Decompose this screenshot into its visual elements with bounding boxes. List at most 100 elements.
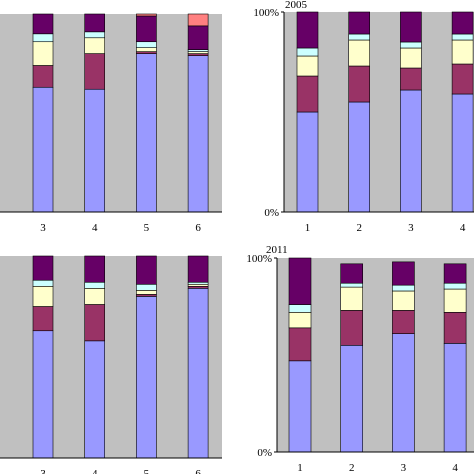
bar-segment: [136, 15, 157, 43]
bar-segment: [451, 11, 474, 35]
bar-segment: [136, 47, 157, 52]
bar-segment: [400, 47, 422, 69]
x-tick-label: 5: [144, 222, 150, 234]
x-tick-label: 5: [144, 468, 150, 474]
bar-segment: [443, 343, 467, 453]
bar-segment: [187, 288, 209, 459]
bar-segment: [340, 282, 364, 288]
y-tick-label: 0%: [264, 207, 279, 219]
bar-segment: [392, 284, 415, 292]
x-tick-label: 4: [452, 462, 458, 474]
x-tick-label: 4: [460, 222, 466, 234]
chart-panel-bottom-right: 0% 100% 1 2 3 4 2011: [246, 244, 474, 474]
bar-segment: [288, 360, 312, 453]
y-tick-label: 100%: [246, 253, 272, 265]
bar-segment: [32, 86, 54, 213]
bar-segment: [136, 283, 157, 291]
bar-segment: [340, 344, 364, 453]
bar-segment: [400, 89, 422, 213]
x-tick-label: 3: [401, 462, 407, 474]
bar-segment: [348, 101, 371, 213]
bar-segment: [136, 296, 157, 459]
bar-segment: [187, 13, 209, 27]
x-tick-label: 3: [40, 222, 46, 234]
bar-segment: [348, 11, 371, 35]
bar-segment: [84, 37, 105, 54]
x-tick-label: 2: [356, 222, 362, 234]
bar-segment: [392, 290, 415, 311]
bar-segment: [187, 255, 209, 283]
bar-segment: [187, 55, 209, 213]
bar-segment: [187, 25, 209, 50]
bar-segment: [84, 288, 105, 305]
bar-segment: [32, 65, 54, 88]
x-tick-label: 6: [195, 468, 201, 474]
x-tick-label: 3: [408, 222, 414, 234]
x-tick-label: 4: [92, 468, 98, 474]
bar-segment: [400, 11, 422, 43]
bar-segment: [340, 263, 364, 284]
bar-segment: [392, 333, 415, 453]
bar-segment: [32, 330, 54, 459]
chart-panel-bottom-left: 3 4 5 6: [0, 255, 222, 474]
bar-segment: [136, 53, 157, 213]
bar-segment: [348, 65, 371, 103]
bar-segment: [400, 41, 422, 49]
bar-segment: [187, 285, 209, 289]
x-tick-label: 6: [195, 222, 201, 234]
bar-segment: [288, 257, 312, 305]
bar-segment: [136, 41, 157, 48]
bar-segment: [136, 13, 157, 17]
bar-segment: [443, 312, 467, 344]
chart-panel-top-right: 0% 100% 1 2 3 4 2005: [253, 0, 474, 234]
bar-segment: [296, 111, 319, 213]
x-tick-label: 3: [40, 468, 46, 474]
bar-segment: [392, 310, 415, 334]
bar-segment: [32, 13, 54, 35]
bar-segment: [84, 88, 105, 213]
bar-segment: [348, 33, 371, 41]
x-tick-label: 2: [349, 462, 355, 474]
bar-segment: [84, 31, 105, 39]
bar-segment: [32, 285, 54, 307]
bar-segment: [443, 288, 467, 313]
bar-segment: [451, 93, 474, 213]
chart-panel-top-left: 3 4 5 6: [0, 13, 222, 234]
bar-segment: [400, 67, 422, 91]
bar-segment: [187, 281, 209, 285]
bar-segment: [348, 39, 371, 67]
bar-segment: [451, 63, 474, 95]
bar-segment: [32, 306, 54, 332]
bar-segment: [187, 283, 209, 287]
bar-segment: [340, 310, 364, 346]
bar-segment: [84, 340, 105, 459]
bar-segment: [84, 255, 105, 283]
x-tick-label: 1: [305, 222, 311, 234]
bar-segment: [443, 263, 467, 284]
bar-segment: [392, 261, 415, 286]
bar-segment: [443, 282, 467, 290]
x-tick-label: 1: [297, 462, 303, 474]
bar-segment: [32, 33, 54, 43]
bar-segment: [451, 39, 474, 65]
bar-segment: [296, 75, 319, 113]
x-tick-label: 4: [92, 222, 98, 234]
bar-segment: [84, 13, 105, 33]
panel-title: 2005: [285, 0, 308, 11]
bar-segment: [340, 286, 364, 311]
bar-segment: [32, 41, 54, 66]
bar-segment: [84, 53, 105, 90]
bar-segment: [296, 47, 319, 57]
bar-segment: [288, 312, 312, 329]
y-tick-label: 100%: [253, 7, 279, 19]
y-tick-label: 0%: [257, 447, 272, 459]
bar-segment: [288, 304, 312, 313]
bar-segment: [136, 255, 157, 285]
bar-segment: [32, 255, 54, 281]
bar-segment: [32, 279, 54, 287]
bar-segment: [296, 55, 319, 77]
bar-segment: [84, 281, 105, 289]
panel-title: 2011: [266, 244, 288, 256]
bar-segment: [296, 11, 319, 49]
